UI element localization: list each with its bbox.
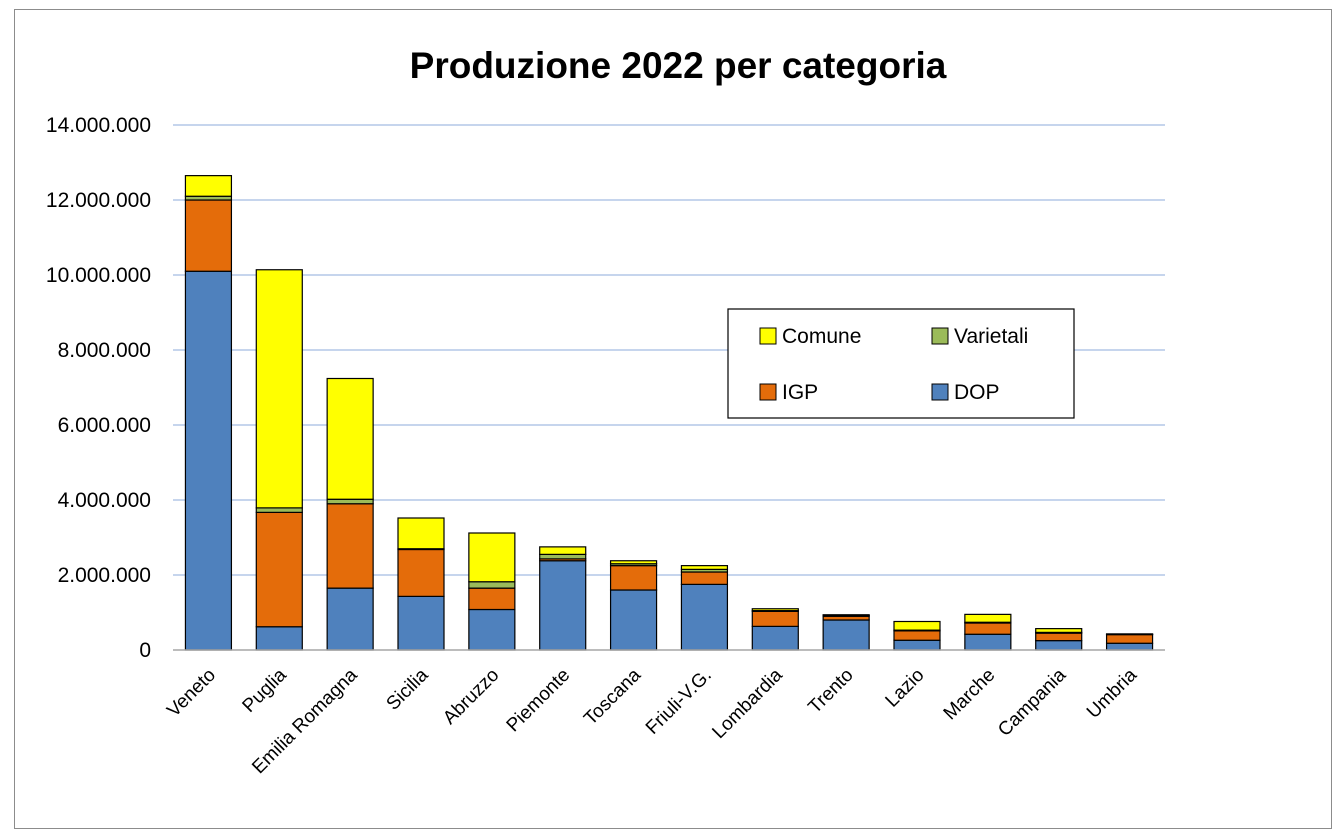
bar-segment-dop — [185, 271, 231, 650]
bar-segment-varietali — [327, 499, 373, 504]
y-axis-ticks: 0 2.000.000 4.000.000 6.000.000 8.000.000 10.… — [46, 114, 151, 662]
y-tick-label: 2.000.000 — [58, 564, 151, 587]
x-category-label: Marche — [940, 665, 1000, 725]
y-tick-label: 4.000.000 — [58, 489, 151, 512]
bar-stack — [1036, 629, 1082, 650]
bar-segment-comune — [256, 270, 302, 508]
x-category-label: Trento — [804, 665, 857, 718]
x-category-label: Lombardia — [708, 664, 787, 743]
y-tick-label: 0 — [139, 639, 151, 662]
chart-title: Produzione 2022 per categoria — [410, 45, 947, 86]
legend: Comune Varietali IGP DOP — [728, 309, 1074, 418]
legend-swatch-comune — [760, 328, 776, 344]
y-tick-label: 14.000.000 — [46, 114, 151, 137]
legend-label: IGP — [782, 381, 818, 404]
y-tick-label: 6.000.000 — [58, 414, 151, 437]
bar-segment-dop — [469, 610, 515, 651]
y-tick-label: 8.000.000 — [58, 339, 151, 362]
bar-segment-comune — [1036, 629, 1082, 633]
bar-stack — [469, 533, 515, 650]
bar-segment-dop — [611, 590, 657, 650]
bar-segment-igp — [398, 550, 444, 597]
legend-swatch-dop — [932, 384, 948, 400]
bar-segment-dop — [965, 634, 1011, 650]
x-category-label: Umbria — [1083, 664, 1141, 722]
bar-segment-dop — [681, 584, 727, 650]
bar-stack — [185, 176, 231, 650]
bar-segment-dop — [540, 561, 586, 650]
bar-stack — [398, 518, 444, 650]
x-category-label: Veneto — [163, 665, 220, 722]
y-tick-label: 12.000.000 — [46, 189, 151, 212]
x-category-label: Toscana — [580, 664, 645, 729]
bar-stack — [752, 609, 798, 650]
x-category-label: Lazio — [882, 665, 929, 712]
bar-segment-igp — [1107, 635, 1153, 644]
bar-segment-igp — [256, 512, 302, 626]
bar-segment-igp — [1036, 633, 1082, 641]
bar-segment-comune — [752, 609, 798, 611]
bar-segment-dop — [398, 596, 444, 650]
bar-segment-comune — [894, 622, 940, 631]
bar-stack — [540, 547, 586, 650]
bar-segment-comune — [540, 547, 586, 555]
x-category-label: Sicilia — [383, 664, 433, 714]
legend-label: Comune — [782, 325, 861, 348]
bar-stack — [681, 566, 727, 650]
bar-segment-igp — [965, 623, 1011, 634]
bar-stack — [823, 615, 869, 650]
bar-segment-comune — [965, 614, 1011, 622]
x-category-label: Piemonte — [503, 665, 575, 737]
bar-segment-dop — [894, 640, 940, 650]
bar-segment-dop — [256, 627, 302, 650]
legend-label: DOP — [954, 381, 1000, 404]
bar-segment-dop — [1036, 641, 1082, 650]
bar-segment-igp — [611, 566, 657, 590]
bar-segment-igp — [327, 504, 373, 588]
bar-segment-varietali — [540, 554, 586, 559]
bar-stack — [965, 614, 1011, 650]
bar-segment-comune — [398, 518, 444, 549]
bar-segment-dop — [327, 588, 373, 650]
bar-segment-dop — [752, 626, 798, 650]
x-category-label: Abruzzo — [439, 665, 503, 729]
x-category-label: Friuli-V.G. — [642, 665, 716, 739]
x-category-label: Puglia — [239, 664, 292, 717]
x-category-label: Campania — [994, 664, 1070, 740]
bar-stack — [327, 379, 373, 651]
bar-segment-comune — [823, 615, 869, 616]
bar-segment-igp — [681, 572, 727, 584]
bar-segment-dop — [1107, 643, 1153, 650]
bar-stack — [1107, 634, 1153, 650]
bar-stack — [894, 622, 940, 651]
bar-segment-igp — [894, 631, 940, 640]
bar-segment-comune — [185, 176, 231, 197]
bar-segment-comune — [327, 379, 373, 500]
bar-segment-igp — [752, 611, 798, 626]
legend-swatch-varietali — [932, 328, 948, 344]
bar-segment-varietali — [469, 582, 515, 588]
legend-swatch-igp — [760, 384, 776, 400]
y-tick-label: 10.000.000 — [46, 264, 151, 287]
bar-segment-igp — [469, 588, 515, 609]
bar-segment-comune — [611, 561, 657, 564]
bar-segment-igp — [185, 200, 231, 271]
bar-stack — [611, 561, 657, 650]
bar-segment-dop — [823, 620, 869, 650]
bar-segment-varietali — [256, 508, 302, 513]
bar-stack — [256, 270, 302, 650]
bar-segment-comune — [681, 566, 727, 570]
legend-label: Varietali — [954, 325, 1028, 348]
bar-segment-comune — [469, 533, 515, 582]
